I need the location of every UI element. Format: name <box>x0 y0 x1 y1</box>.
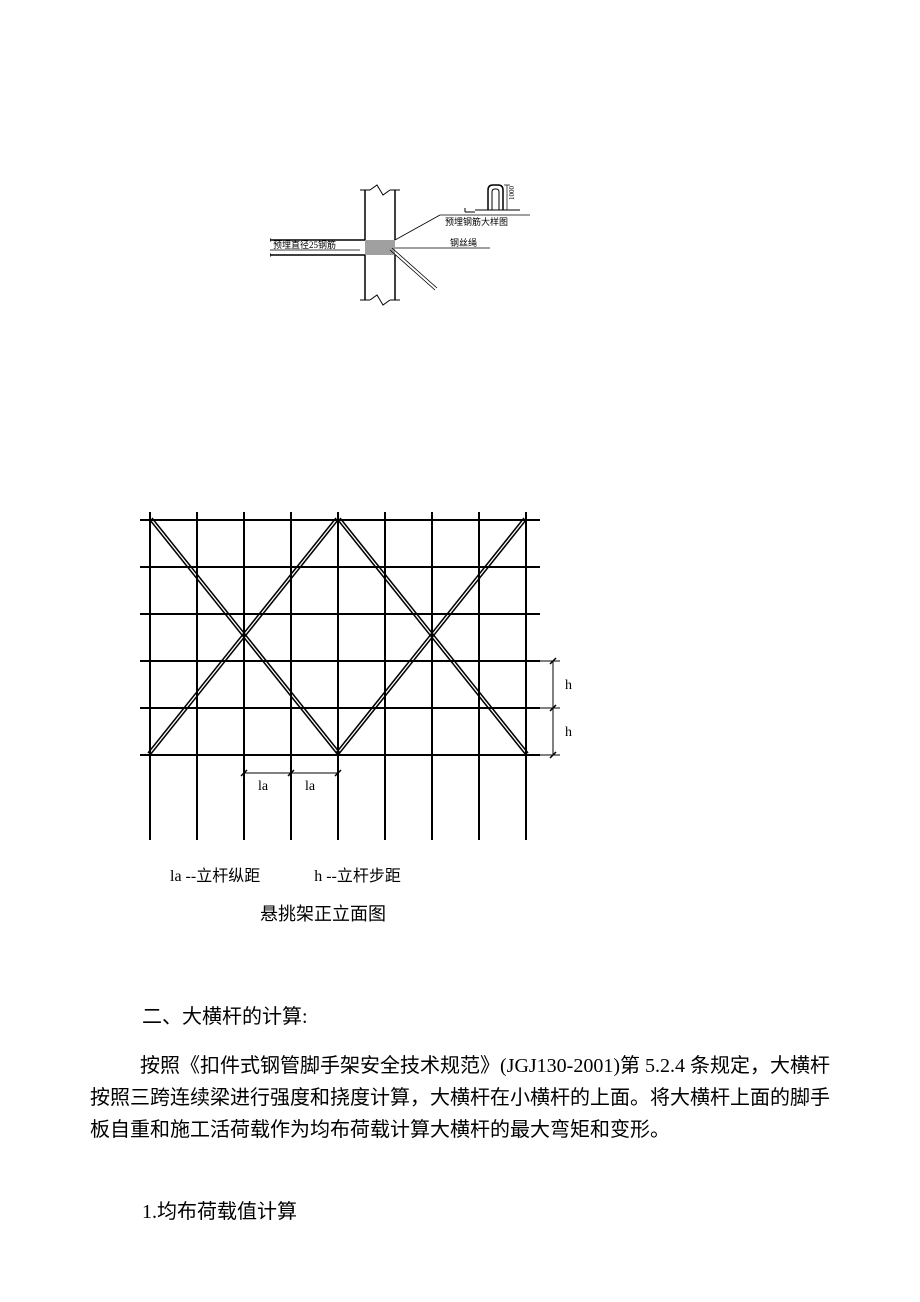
h-dim-2: h <box>565 725 572 740</box>
body-paragraph: 按照《扣件式钢管脚手架安全技术规范》(JGJ130-2001)第 5.2.4 条… <box>90 1050 830 1146</box>
wire-rope-lines: 钢丝绳 <box>390 237 490 290</box>
rebar-detail-label: 预埋钢筋大样图 <box>445 216 508 227</box>
la-legend: la --立杆纵距 <box>170 862 260 886</box>
h-dimensions: h h <box>530 658 572 758</box>
rebar-detail-leader: 预埋钢筋大样图 <box>395 215 530 240</box>
vertical-posts <box>150 512 526 840</box>
la-dim-2: la <box>305 779 316 794</box>
elevation-caption: 悬挑架正立面图 <box>260 900 386 926</box>
h-dim-1: h <box>565 678 572 693</box>
rebar-detail-diagram: 1000 预埋钢筋大样图 钢丝绳 预埋直径25钢筋 <box>270 180 550 330</box>
height-dim-label: 1000 <box>508 186 516 201</box>
rebar-hook-detail: 1000 <box>465 185 520 212</box>
elevation-legend: la --立杆纵距 h --立杆步距 <box>170 862 401 886</box>
section-heading: 二、大横杆的计算: <box>142 1000 308 1029</box>
embedded-rebar-label: 预埋直径25钢筋 <box>273 239 336 250</box>
list-item-1: 1.均布荷载值计算 <box>142 1195 297 1224</box>
la-dim-1: la <box>258 779 269 794</box>
shaded-joint <box>365 240 395 255</box>
h-legend: h --立杆步距 <box>314 868 401 885</box>
wire-rope-label: 钢丝绳 <box>450 237 477 248</box>
